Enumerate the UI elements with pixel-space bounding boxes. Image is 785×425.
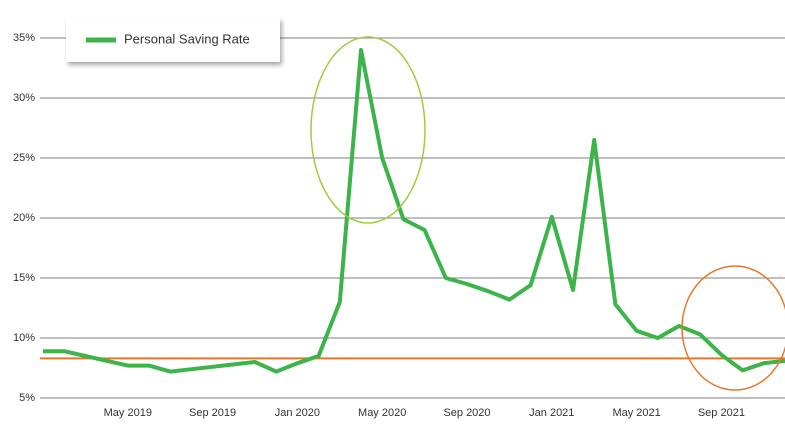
x-tick-label: May 2019	[104, 407, 152, 419]
y-tick-label: 25%	[13, 152, 35, 164]
x-tick-label: May 2020	[358, 407, 406, 419]
legend: Personal Saving Rate	[66, 18, 280, 62]
highlight-circle	[310, 36, 426, 224]
grid: 5% 10% 15% 20% 25% 30% 35% May 2019 Sep 2019 Jan …	[13, 32, 785, 419]
y-tick-label: 5%	[19, 392, 35, 404]
y-tick-label: 10%	[13, 332, 35, 344]
x-tick-label: Sep 2021	[698, 407, 745, 419]
x-tick-label: Jan 2021	[529, 407, 574, 419]
x-tick-label: Jan 2020	[275, 407, 320, 419]
y-tick-label: 15%	[13, 272, 35, 284]
y-tick-label: 35%	[13, 32, 35, 44]
y-tick-label: 20%	[13, 212, 35, 224]
highlight-circle	[681, 265, 785, 391]
y-tick-label: 30%	[13, 92, 35, 104]
x-tick-label: May 2021	[612, 407, 660, 419]
legend-label: Personal Saving Rate	[124, 31, 250, 46]
plot	[40, 48, 785, 374]
x-tick-label: Sep 2019	[189, 407, 236, 419]
series-line	[43, 48, 785, 374]
x-tick-label: Sep 2020	[443, 407, 490, 419]
